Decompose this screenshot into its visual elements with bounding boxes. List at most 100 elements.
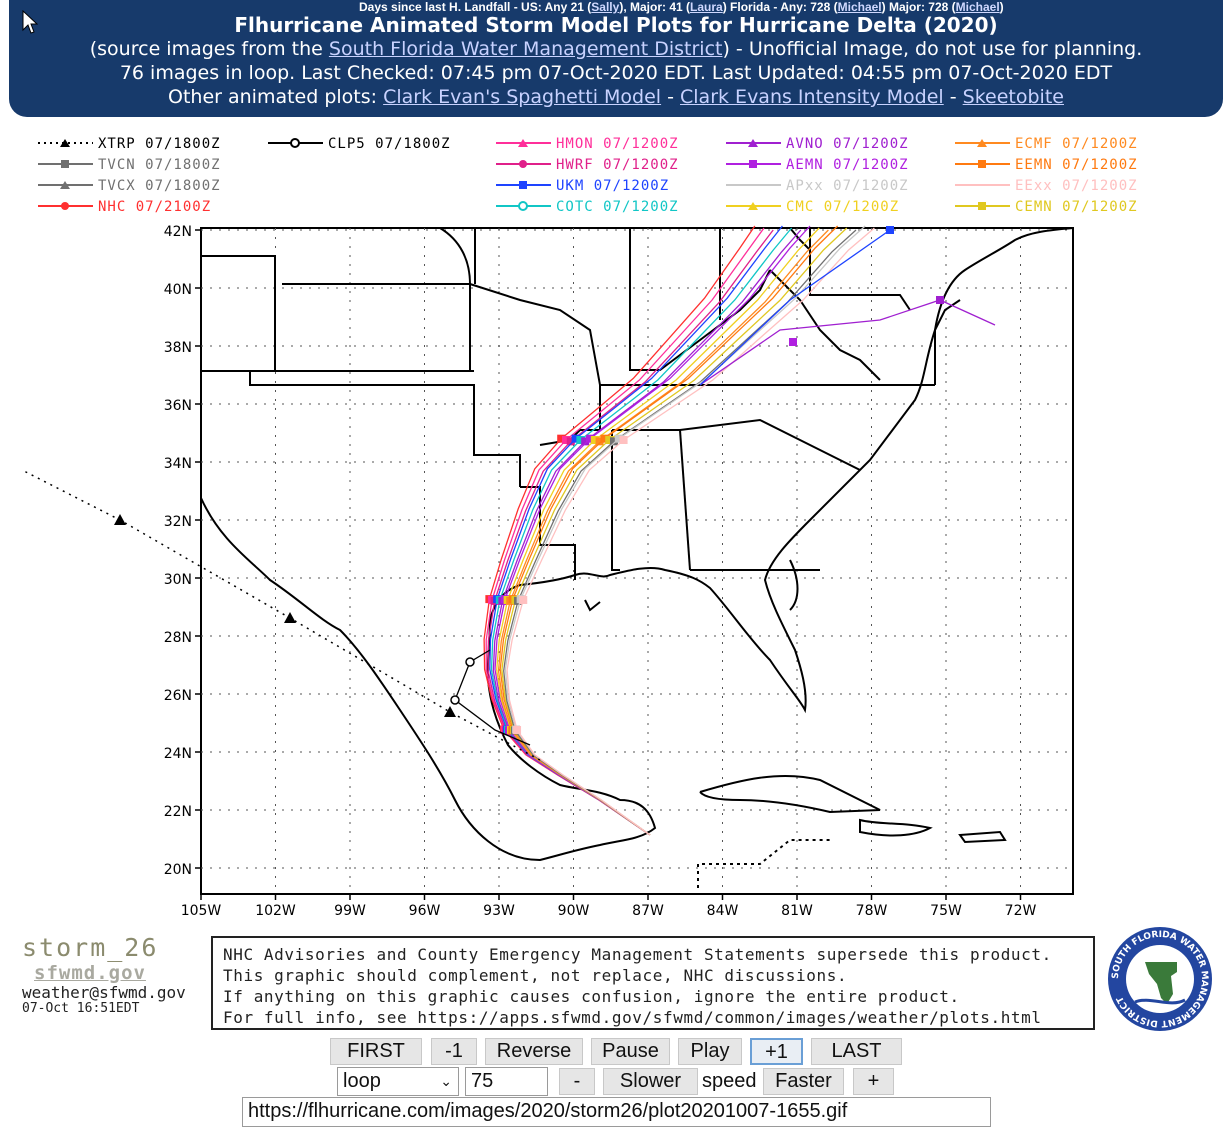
model-track xyxy=(497,229,829,836)
track-marker xyxy=(610,437,618,446)
plot-timestamp: 07-Oct 16:51EDT xyxy=(22,1001,140,1016)
lon-label: 99W xyxy=(334,903,366,919)
disclaimer-line: For full info, see https://apps.sfwmd.go… xyxy=(223,1008,1042,1027)
landfall-text-5: ) xyxy=(999,0,1004,14)
chevron-down-icon: ⌄ xyxy=(440,1073,452,1089)
disclaimer-line: If anything on this graphic causes confu… xyxy=(223,987,960,1006)
speed-label: speed xyxy=(702,1070,757,1092)
clp5-marker xyxy=(465,657,475,667)
storm-id: storm_26 xyxy=(22,933,159,962)
source-line: (source images from the South Florida Wa… xyxy=(9,37,1223,61)
legend-label: EEMN 07/1200Z xyxy=(1015,157,1138,173)
landfall-text-3: ) Florida - Any: 728 ( xyxy=(722,0,838,14)
legend-label: TVCN 07/1800Z xyxy=(98,157,221,173)
link-sally[interactable]: Sally xyxy=(591,0,620,14)
legend-label: AVNO 07/1200Z xyxy=(786,136,909,152)
lat-label: 24N xyxy=(164,746,192,762)
legend-item: ECMF 07/1200Z xyxy=(955,136,1137,152)
track-marker xyxy=(566,437,575,446)
legend-label: CEMN 07/1200Z xyxy=(1015,199,1138,215)
track-marker xyxy=(557,434,566,443)
disclaimer-line: This graphic should complement, not repl… xyxy=(223,966,848,985)
reverse-button[interactable]: Reverse xyxy=(485,1038,583,1065)
lat-label: 28N xyxy=(164,630,192,646)
source-prefix: (source images from the xyxy=(89,38,329,60)
step-forward-button[interactable]: +1 xyxy=(750,1038,803,1065)
lat-label: 38N xyxy=(164,340,192,356)
lon-label: 81W xyxy=(781,903,813,919)
sfwmd-link[interactable]: South Florida Water Management District xyxy=(328,38,723,60)
track-marker xyxy=(614,434,623,443)
legend-label: COTC 07/1200Z xyxy=(556,199,679,215)
clp5-marker xyxy=(450,695,460,705)
legend-label: AEMN 07/1200Z xyxy=(786,157,909,173)
track-marker xyxy=(571,434,580,443)
model-track xyxy=(492,229,802,836)
loop-mode-select[interactable]: loop ⌄ xyxy=(337,1067,459,1096)
legend-label: EExx 07/1200Z xyxy=(1015,178,1138,194)
lat-label: 42N xyxy=(164,224,192,240)
speed-plus-button[interactable]: + xyxy=(853,1068,894,1095)
xtrp-marker xyxy=(114,514,126,525)
intensity-model-link[interactable]: Clark Evans Intensity Model xyxy=(680,86,944,108)
track-marker xyxy=(576,436,585,444)
image-url-field[interactable]: https://flhurricane.com/images/2020/stor… xyxy=(242,1097,991,1127)
link-laura[interactable]: Laura xyxy=(690,0,723,14)
lon-label: 84W xyxy=(707,903,739,919)
speed-minus-button[interactable]: - xyxy=(559,1068,595,1095)
lat-label: 22N xyxy=(164,804,192,820)
map-area: 42N 40N 38N 36N 34N 32N 30N 28N 26N 24N 22N 20N 105W… xyxy=(21,224,1074,919)
legend-item: TVCX 07/1800Z xyxy=(38,178,221,194)
track-marker xyxy=(600,434,609,443)
lon-label: 78W xyxy=(856,903,888,919)
legend-item: UKM 07/1200Z xyxy=(496,178,668,194)
step-back-button[interactable]: -1 xyxy=(431,1038,477,1065)
lon-label: 75W xyxy=(930,903,962,919)
track-marker xyxy=(605,436,614,444)
lon-label: 87W xyxy=(632,903,664,919)
skeetobite-link[interactable]: Skeetobite xyxy=(962,86,1064,108)
play-button[interactable]: Play xyxy=(678,1038,742,1065)
track-marker xyxy=(590,436,599,444)
track-marker xyxy=(519,596,528,604)
disclaimer-line: NHC Advisories and County Emergency Mana… xyxy=(223,945,1052,964)
lat-label: 36N xyxy=(164,398,192,414)
legend-item: CLP5 07/1800Z xyxy=(268,136,450,152)
lon-label: 105W xyxy=(181,903,222,919)
legend-item: HMON 07/1200Z xyxy=(496,136,679,152)
legend-label: HMON 07/1200Z xyxy=(556,136,679,152)
track-marker xyxy=(581,437,590,446)
legend-label: NHC 07/2100Z xyxy=(98,199,211,215)
last-button[interactable]: LAST xyxy=(811,1038,902,1065)
lat-label: 30N xyxy=(164,572,192,588)
legend-item: HWRF 07/1200Z xyxy=(496,157,678,173)
sfwmd-site: sfwmd.gov xyxy=(34,962,146,984)
pause-button[interactable]: Pause xyxy=(591,1038,670,1065)
track-marker xyxy=(789,338,797,346)
legend-item: CEMN 07/1200Z xyxy=(955,199,1138,215)
legend-item: AEMN 07/1200Z xyxy=(726,157,909,173)
plot-legend: XTRP 07/1800Z TVCN 07/1800Z TVCX 07/1800Z N… xyxy=(38,136,1138,215)
lat-label: 34N xyxy=(164,456,192,472)
xtrp-marker xyxy=(444,706,456,717)
storm-track-plot: XTRP 07/1800Z TVCN 07/1800Z TVCX 07/1800Z N… xyxy=(21,136,1138,919)
branding-block: storm_26 sfwmd.gov weather@sfwmd.gov 07-… xyxy=(22,934,186,1016)
slower-button[interactable]: Slower xyxy=(603,1068,698,1095)
spaghetti-model-link[interactable]: Clark Evan's Spaghetti Model xyxy=(383,86,662,108)
xtrp-marker xyxy=(284,612,296,623)
speed-input[interactable]: 75 xyxy=(465,1067,548,1096)
link-michael-1[interactable]: Michael xyxy=(837,0,882,14)
separator: - xyxy=(661,86,681,108)
landfall-text: Days since last H. Landfall - US: Any 21… xyxy=(359,0,592,14)
source-suffix: ) - Unofficial Image, do not use for pla… xyxy=(722,38,1143,60)
mouse-cursor-icon xyxy=(22,10,38,34)
track-marker xyxy=(513,726,522,734)
track-marker xyxy=(595,437,604,446)
legend-item: EExx 07/1200Z xyxy=(955,178,1138,194)
link-michael-2[interactable]: Michael xyxy=(955,0,1000,14)
legend-item: XTRP 07/1800Z xyxy=(38,136,220,152)
lat-label: 40N xyxy=(164,282,192,298)
legend-label: TVCX 07/1800Z xyxy=(98,178,221,194)
faster-button[interactable]: Faster xyxy=(763,1068,844,1095)
first-button[interactable]: FIRST xyxy=(330,1038,422,1065)
